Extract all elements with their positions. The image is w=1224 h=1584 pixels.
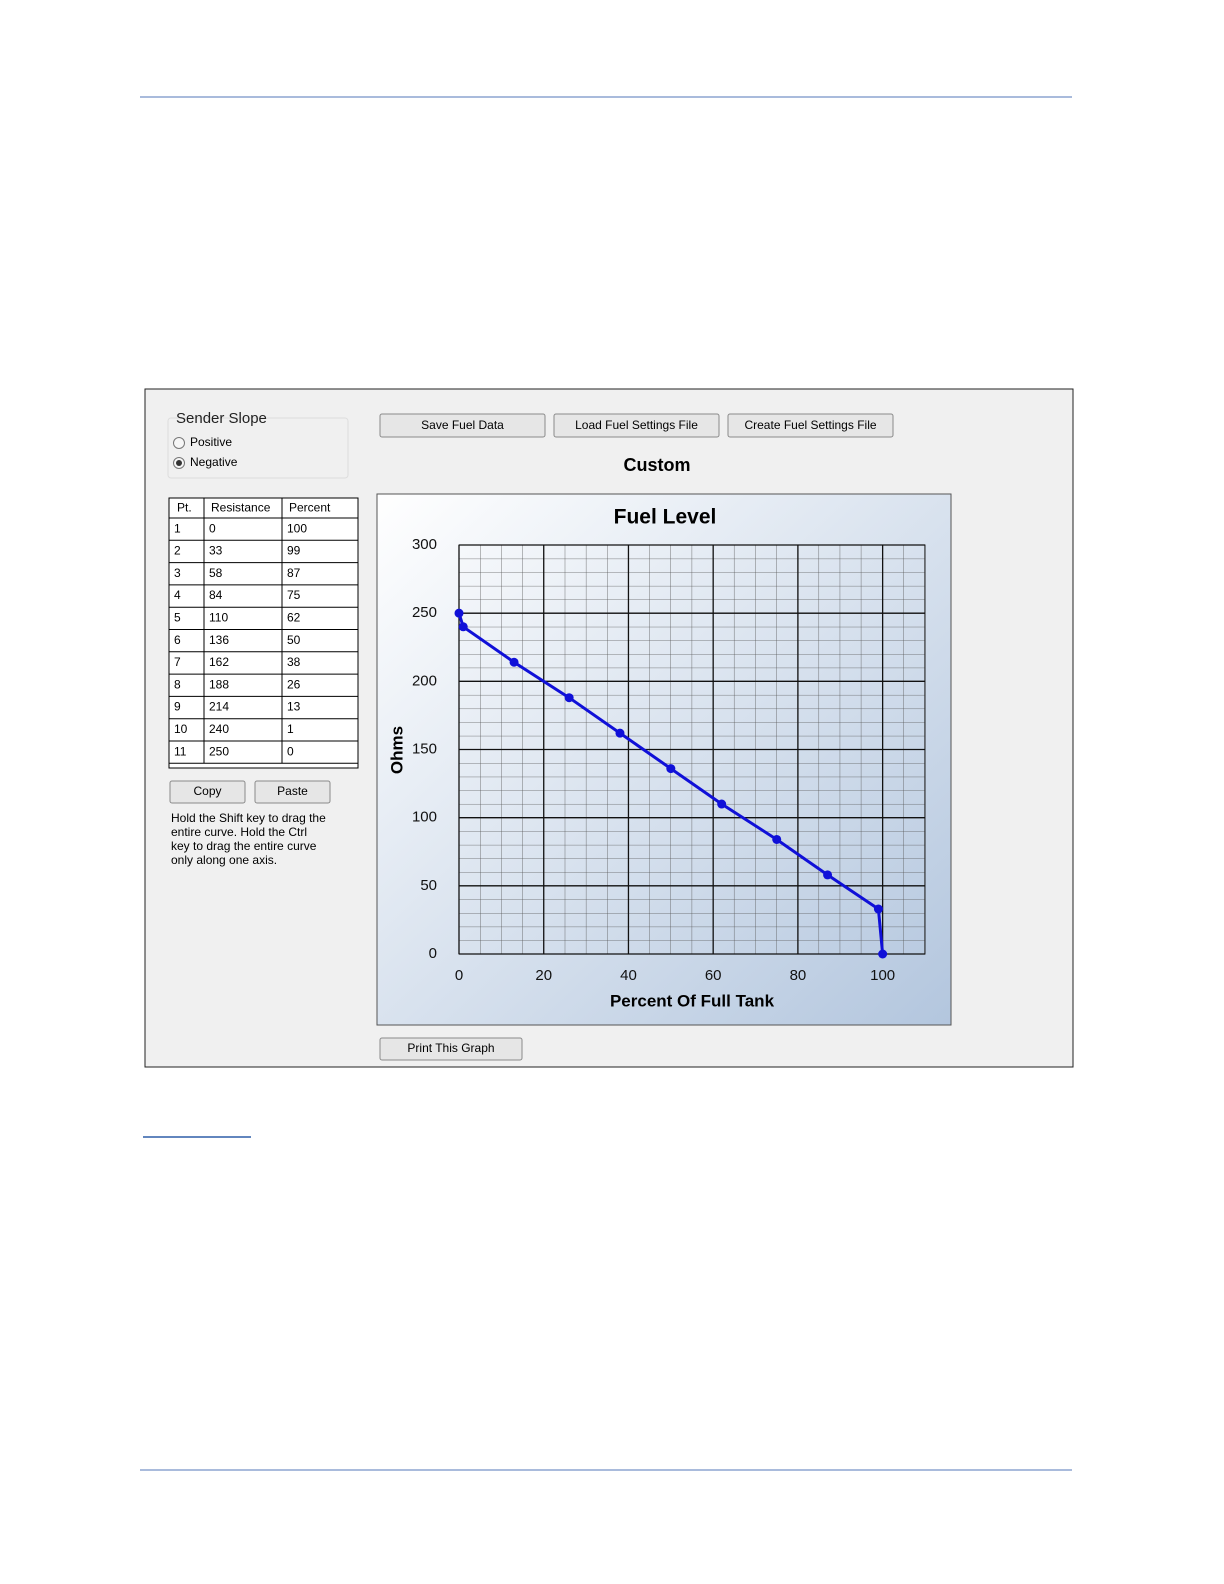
cell: 87 <box>287 566 301 580</box>
cell: 110 <box>209 611 228 625</box>
cell: 99 <box>287 544 301 558</box>
button-label: Paste <box>277 784 308 798</box>
cell: 7 <box>174 655 181 669</box>
button-label: Create Fuel Settings File <box>744 418 876 432</box>
x-tick-label: 20 <box>535 967 552 984</box>
button-face <box>727 413 894 438</box>
data-point <box>873 904 883 914</box>
data-point <box>878 949 888 959</box>
column-header: Percent <box>289 501 331 515</box>
table <box>168 497 359 769</box>
cell: 58 <box>209 566 223 580</box>
cell: 250 <box>209 744 229 758</box>
x-tick-label: 0 <box>455 967 463 984</box>
chart-title: Fuel Level <box>614 506 717 529</box>
cell: 214 <box>209 700 229 714</box>
radio-option[interactable]: Positive <box>173 435 233 449</box>
button-face <box>553 413 720 438</box>
cell: 6 <box>174 633 181 647</box>
data-point <box>509 657 519 667</box>
note-line: only along one axis. <box>171 853 277 867</box>
radio-label: Positive <box>190 435 232 449</box>
cell: 5 <box>174 611 181 625</box>
cell: 1 <box>287 722 294 736</box>
y-tick-label: 200 <box>412 672 437 689</box>
x-axis-label: Percent Of Full Tank <box>610 991 775 1010</box>
data-point <box>615 728 625 738</box>
button-face <box>254 780 331 804</box>
note-line: Hold the Shift key to drag the <box>171 811 326 825</box>
button[interactable]: Create Fuel Settings File <box>727 413 894 438</box>
cell: 240 <box>209 722 229 736</box>
data-point <box>458 622 468 632</box>
radio-label: Negative <box>190 455 238 469</box>
data-point <box>666 764 676 774</box>
cell: 84 <box>209 588 223 602</box>
button[interactable]: Save Fuel Data <box>379 413 546 438</box>
data-point <box>564 693 574 703</box>
y-tick-label: 150 <box>412 740 437 757</box>
button-label: Save Fuel Data <box>421 418 504 432</box>
note-line: entire curve. Hold the Ctrl <box>171 825 307 839</box>
button-label: Print This Graph <box>407 1041 494 1055</box>
x-tick-label: 40 <box>620 967 637 984</box>
cell: 26 <box>287 677 301 691</box>
cell: 13 <box>287 700 301 714</box>
cell: 0 <box>209 521 216 535</box>
print-button[interactable]: Print This Graph <box>379 1037 523 1061</box>
cell: 50 <box>287 633 301 647</box>
button-label: Load Fuel Settings File <box>575 418 698 432</box>
x-tick-label: 60 <box>705 967 722 984</box>
button-face <box>379 413 546 438</box>
y-tick-label: 0 <box>429 945 437 962</box>
cell: 100 <box>287 521 307 535</box>
cell: 4 <box>174 588 181 602</box>
cell: 10 <box>174 722 188 736</box>
heading: Custom <box>624 455 691 475</box>
y-tick-label: 100 <box>412 809 437 826</box>
group-box <box>167 417 349 479</box>
cell: 11 <box>174 744 187 758</box>
y-axis-label: Ohms <box>387 726 406 774</box>
radio <box>173 437 185 449</box>
button[interactable]: Paste <box>254 780 331 804</box>
y-tick-label: 250 <box>412 604 437 621</box>
x-tick-label: 80 <box>790 967 807 984</box>
y-tick-label: 300 <box>412 536 437 553</box>
button-face <box>379 1037 523 1061</box>
button[interactable]: Copy <box>169 780 246 804</box>
button-face <box>169 780 246 804</box>
column-header: Pt. <box>177 501 192 515</box>
button-label: Copy <box>193 784 221 798</box>
data-point <box>823 870 833 880</box>
group-title: Sender Slope <box>176 410 267 427</box>
cell: 33 <box>209 544 223 558</box>
cell: 8 <box>174 677 181 691</box>
cell: 3 <box>174 566 181 580</box>
column-header: Resistance <box>211 501 271 515</box>
cell: 162 <box>209 655 229 669</box>
note-line: key to drag the entire curve <box>171 839 317 853</box>
cell: 188 <box>209 677 229 691</box>
cell: 2 <box>174 544 181 558</box>
y-tick-label: 50 <box>420 877 437 894</box>
cell: 0 <box>287 744 294 758</box>
data-point <box>717 799 727 809</box>
cell: 136 <box>209 633 229 647</box>
cell: 1 <box>174 521 181 535</box>
button[interactable]: Load Fuel Settings File <box>553 413 720 438</box>
radio-option[interactable]: Negative <box>173 455 238 469</box>
cell: 9 <box>174 700 181 714</box>
data-point <box>454 608 464 618</box>
data-point <box>772 834 782 844</box>
cell: 38 <box>287 655 301 669</box>
cell: 75 <box>287 588 301 602</box>
x-tick-label: 100 <box>870 967 895 984</box>
cell: 62 <box>287 611 301 625</box>
radio-dot <box>176 460 182 466</box>
